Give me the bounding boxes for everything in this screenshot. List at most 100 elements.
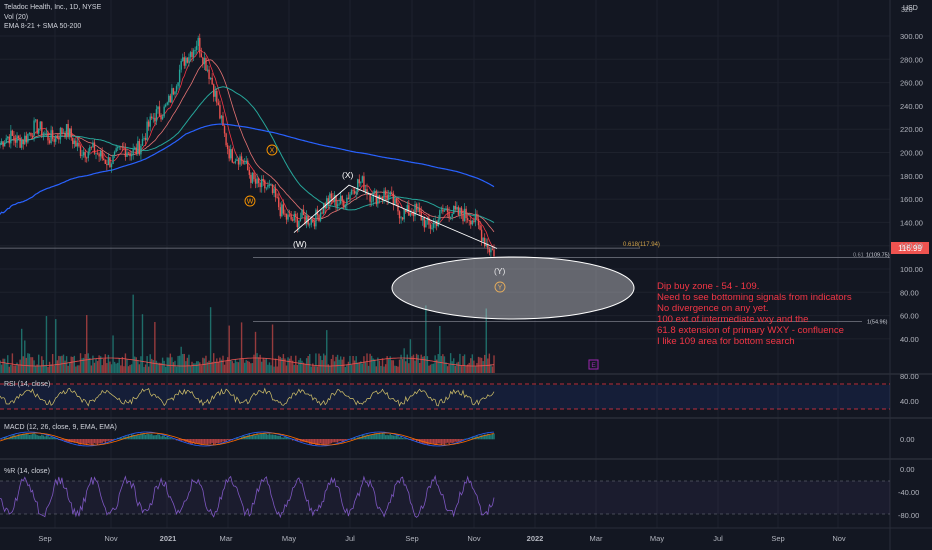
macd-histogram-bar <box>41 434 43 440</box>
candle-body <box>22 140 24 145</box>
volume-bar <box>78 365 80 373</box>
volume-bar <box>448 364 450 373</box>
candle-body <box>240 156 243 161</box>
volume-bar <box>329 366 331 373</box>
volume-bar <box>476 363 478 373</box>
volume-bar <box>89 357 91 373</box>
volume-bar <box>121 356 124 373</box>
candle-body <box>199 37 201 54</box>
volume-bar <box>465 365 467 373</box>
macd-histogram-bar <box>344 439 347 441</box>
volume-bar <box>209 307 212 373</box>
macd-histogram-bar <box>55 438 57 440</box>
candle-body <box>135 147 137 154</box>
volume-bar <box>431 363 433 373</box>
volume-bar <box>422 356 424 373</box>
macd-histogram-bar <box>160 436 162 440</box>
ma-label[interactable]: EMA 8-21 + SMA 50-200 <box>4 23 82 30</box>
candle-body <box>161 116 164 120</box>
macd-histogram-bar <box>391 435 393 440</box>
volume-bar <box>16 362 18 373</box>
macd-histogram-bar <box>370 435 373 440</box>
volume-bar <box>41 356 43 373</box>
volume-bar <box>161 357 164 373</box>
volume-bar <box>271 324 274 373</box>
volume-bar <box>116 362 119 373</box>
volume-bar <box>466 364 469 373</box>
volume-bar <box>217 362 220 373</box>
candle-body <box>335 195 337 207</box>
macd-histogram-bar <box>112 439 114 441</box>
time-tick-label: Sep <box>771 534 784 543</box>
candle-body <box>414 204 416 217</box>
candle-body <box>34 119 37 121</box>
volume-bar <box>408 363 410 373</box>
candle-body <box>264 180 266 189</box>
volume-bar <box>344 366 347 373</box>
symbol-title[interactable]: Teladoc Health, Inc., 1D, NYSE <box>4 4 102 11</box>
candle-body <box>296 216 299 228</box>
volume-bar <box>13 365 15 373</box>
volume-bar <box>95 358 97 373</box>
macd-histogram-bar <box>39 435 41 440</box>
candle-body <box>470 220 472 225</box>
fib-1-label: 1(109.75) <box>866 253 890 259</box>
volume-bar <box>417 354 419 373</box>
volume-bar <box>350 364 353 373</box>
macd-histogram-bar <box>465 438 467 440</box>
volume-bar <box>30 357 32 373</box>
volume-bar <box>302 362 305 373</box>
macd-histogram-bar <box>271 434 274 440</box>
macd-histogram-bar <box>264 433 266 440</box>
macd-histogram-bar <box>291 439 294 441</box>
currency-label[interactable]: USD <box>903 5 918 12</box>
candle-body <box>195 45 198 50</box>
candle-body <box>380 197 382 200</box>
volume-bar <box>318 353 320 373</box>
volume-bar <box>72 356 74 373</box>
candle-body <box>261 178 263 188</box>
volume-bar <box>143 366 145 373</box>
volume-bar <box>288 358 291 373</box>
volume-bar <box>372 358 374 373</box>
volume-bar <box>3 358 6 373</box>
volume-bar <box>211 361 213 373</box>
volume-bar <box>361 363 364 373</box>
candle-body <box>191 52 193 58</box>
volume-bar <box>324 355 326 373</box>
volume-bar <box>418 362 421 373</box>
macd-histogram-bar <box>428 439 430 445</box>
macd-histogram-bar <box>425 439 427 444</box>
volume-bar <box>423 356 426 373</box>
candle-body <box>226 145 229 150</box>
candle-body <box>480 229 483 242</box>
candle-body <box>216 90 218 103</box>
candle-body <box>271 184 274 194</box>
volume-bar <box>33 360 35 373</box>
candle-body <box>358 179 360 184</box>
volume-bar <box>400 354 402 373</box>
volume-bar <box>79 353 82 373</box>
candle-body <box>127 152 130 154</box>
volume-label[interactable]: Vol (20) <box>4 14 29 21</box>
candle-body <box>237 159 240 165</box>
candle-body <box>68 128 71 137</box>
volume-bar <box>391 360 393 373</box>
volume-bar <box>202 357 204 373</box>
wr-label: %R (14, close) <box>4 468 50 475</box>
volume-bar <box>353 360 356 373</box>
candle-body <box>106 163 108 166</box>
volume-bar <box>239 359 241 373</box>
volume-bar <box>411 356 413 373</box>
candle-body <box>350 190 353 195</box>
candle-body <box>120 146 122 148</box>
volume-bar <box>326 330 328 373</box>
macd-histogram-bar <box>211 439 213 443</box>
volume-bar <box>347 361 350 373</box>
volume-bar <box>185 361 187 373</box>
volume-bar <box>479 357 481 373</box>
macd-histogram-bar <box>219 439 221 443</box>
volume-bar <box>38 354 40 373</box>
candle-body <box>265 187 268 189</box>
